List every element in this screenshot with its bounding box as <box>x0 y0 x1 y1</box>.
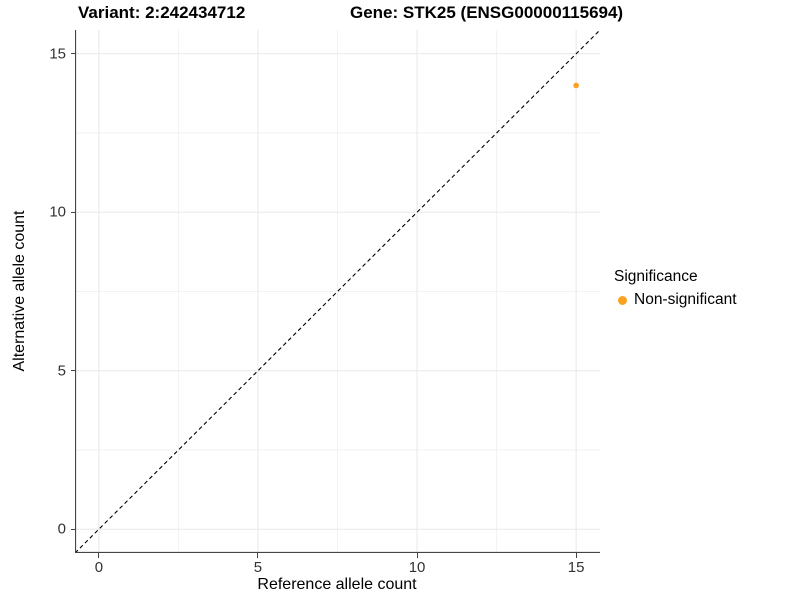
x-tick-label: 0 <box>94 559 104 576</box>
x-tick-mark <box>98 553 100 558</box>
y-tick-mark <box>70 53 75 55</box>
legend-item-non-significant: Non-significant <box>618 291 737 309</box>
non-significant-point-icon <box>618 295 627 305</box>
plot-panel <box>75 30 600 553</box>
identity-reference-line <box>75 30 600 553</box>
data-point <box>573 82 579 89</box>
y-tick-mark <box>70 528 75 530</box>
x-tick-mark <box>416 553 418 558</box>
plot-title-variant: Variant: 2:242434712 <box>78 3 246 22</box>
y-tick-label: 10 <box>49 203 66 221</box>
legend-title: Significance <box>614 268 698 285</box>
x-tick-label: 15 <box>567 559 585 576</box>
y-tick-label: 5 <box>57 362 66 380</box>
y-tick-mark <box>70 370 75 372</box>
x-tick-label: 10 <box>408 559 426 576</box>
x-tick-mark <box>257 553 259 558</box>
plot-title-gene: Gene: STK25 (ENSG00000115694) <box>350 3 624 22</box>
y-tick-label: 15 <box>49 45 66 63</box>
x-tick-label: 5 <box>253 559 263 576</box>
x-tick-mark <box>575 553 577 558</box>
legend: Significance Non-significant <box>614 268 737 309</box>
x-axis-title: Reference allele count <box>257 576 417 593</box>
y-axis-title: Alternative allele count <box>11 210 28 372</box>
y-tick-label: 0 <box>57 520 66 538</box>
legend-item-label: Non-significant <box>634 291 737 308</box>
y-tick-mark <box>70 211 75 213</box>
